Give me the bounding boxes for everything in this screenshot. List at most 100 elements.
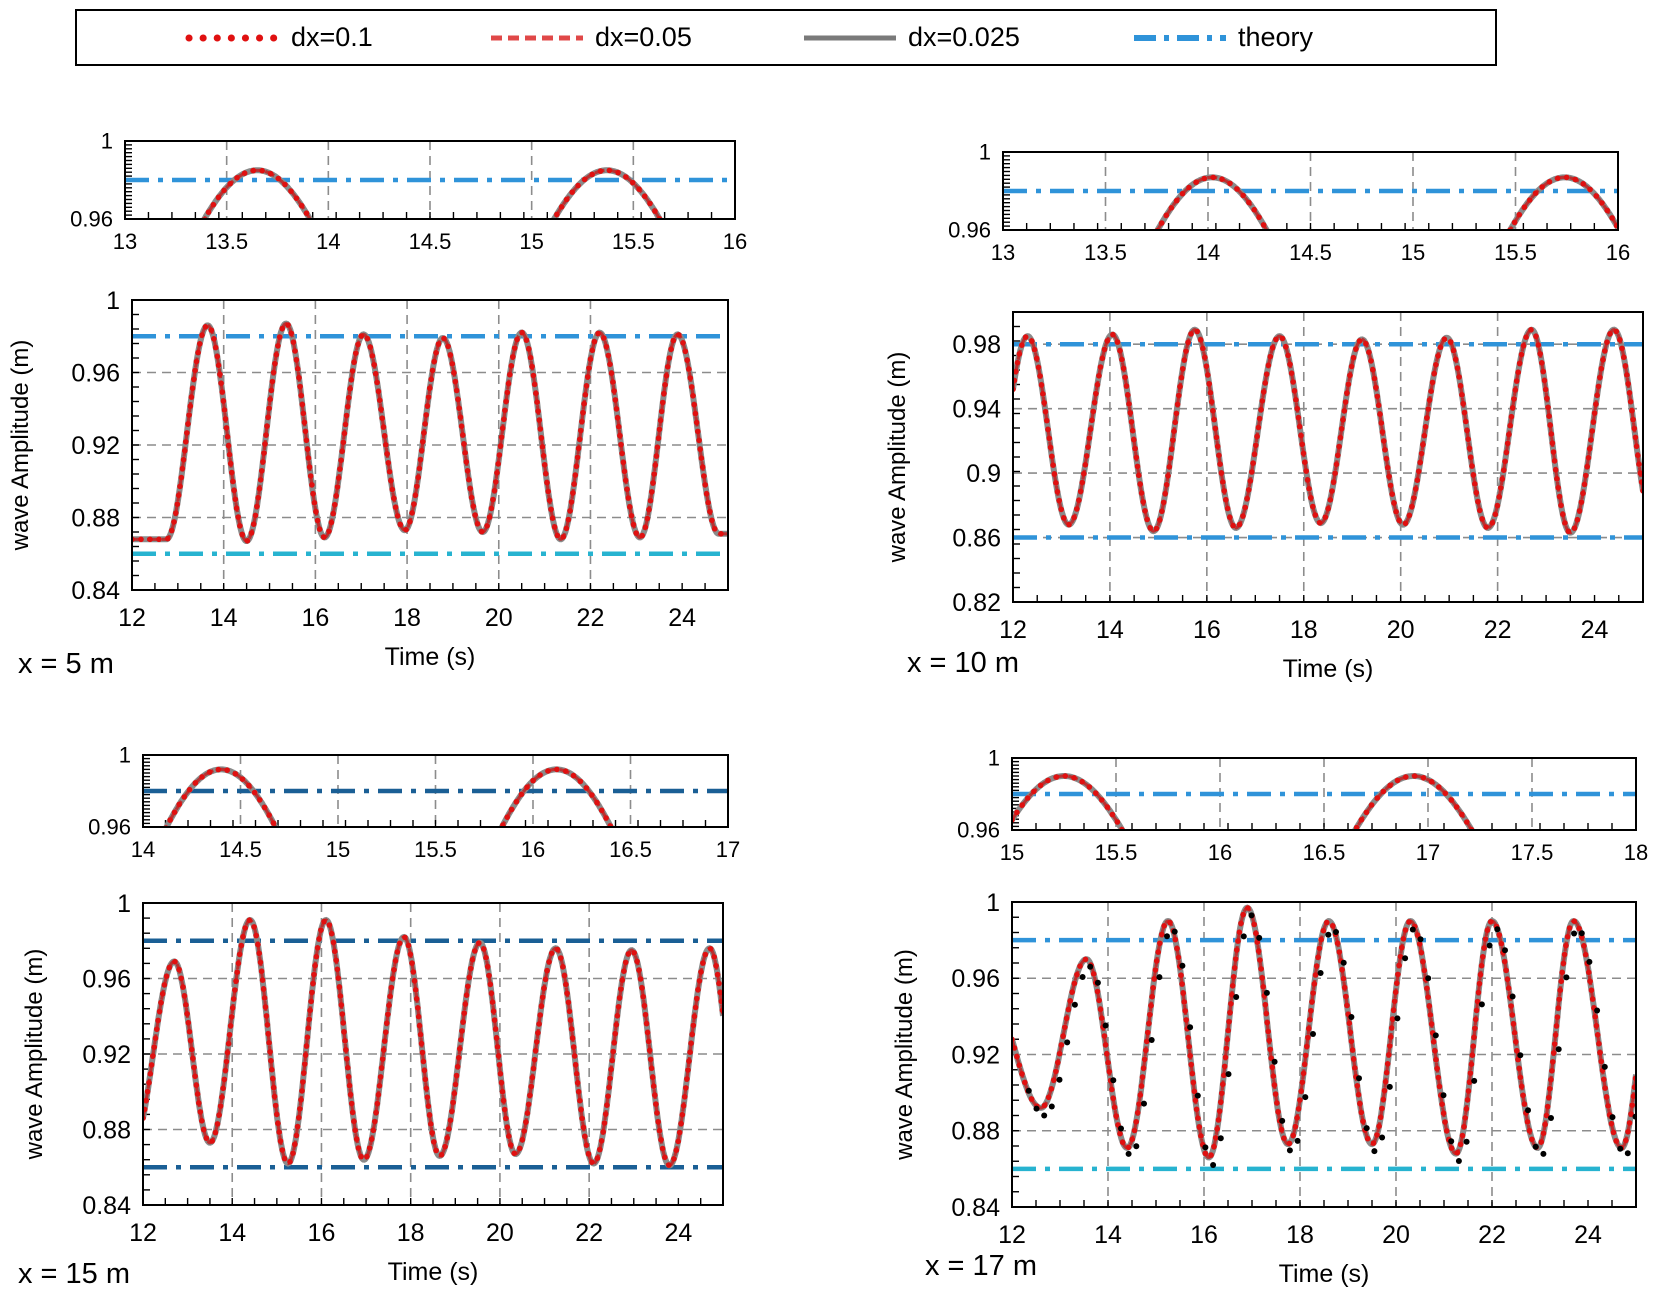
- y-tick-label: 0.96: [82, 965, 131, 993]
- dot: [492, 838, 498, 844]
- dot: [525, 1101, 532, 1108]
- dot: [1390, 1007, 1397, 1013]
- dot: [196, 1100, 202, 1106]
- dot: [1360, 1118, 1366, 1125]
- dot: [287, 853, 293, 859]
- dot: [701, 304, 707, 310]
- dot: [1473, 835, 1479, 841]
- dot: [1576, 508, 1583, 514]
- dot: [185, 421, 191, 427]
- dot: [1149, 882, 1155, 888]
- dot: [1510, 1021, 1517, 1027]
- y-tick-labels: 0.840.880.920.961: [82, 890, 131, 1220]
- dot: [326, 528, 332, 534]
- dot: [698, 969, 704, 975]
- dot: [1296, 423, 1303, 430]
- x-tick-labels: 12 14 16 18 20 22 24: [118, 604, 696, 632]
- dot: [1440, 1110, 1447, 1116]
- dot: [264, 1022, 271, 1028]
- dot: [1143, 1047, 1149, 1054]
- dot: [1576, 925, 1582, 932]
- x-tick-label: 12: [129, 1219, 157, 1247]
- dot: [548, 950, 555, 956]
- dot: [298, 202, 305, 209]
- dot: [1301, 1061, 1308, 1068]
- dot: [417, 1031, 424, 1038]
- dot: [1563, 942, 1569, 949]
- dot: [670, 240, 676, 246]
- dot: [1216, 452, 1222, 459]
- x-tick-label: 16: [1190, 1221, 1218, 1249]
- x-tick-labels: 13 13.5 14 14.5 15 15.5 16: [113, 229, 747, 254]
- dot: [1006, 403, 1012, 409]
- dot: [1144, 1038, 1150, 1045]
- dot: [1426, 1003, 1433, 1009]
- dot: [1217, 461, 1223, 468]
- dot: [612, 831, 618, 837]
- dot: [1370, 1140, 1377, 1146]
- dot: [445, 343, 451, 350]
- black-dot: [1571, 930, 1578, 937]
- dot: [210, 201, 217, 208]
- dot: [346, 1082, 353, 1089]
- dot: [1414, 932, 1421, 938]
- dot: [1246, 487, 1252, 493]
- dot: [227, 1023, 234, 1029]
- dot: [313, 953, 320, 960]
- dot: [1045, 1094, 1052, 1101]
- dot: [1111, 317, 1117, 323]
- black-dot: [1471, 1077, 1478, 1084]
- legend: dx=0.1 dx=0.05 dx=0.025 theory: [75, 9, 1497, 66]
- dot: [575, 182, 581, 189]
- dot: [181, 794, 187, 800]
- dot: [314, 517, 321, 524]
- dot: [577, 1097, 583, 1104]
- dot: [165, 535, 171, 542]
- dot: [1363, 340, 1369, 347]
- dot: [698, 455, 705, 462]
- dot: [1353, 824, 1360, 830]
- dot: [1528, 327, 1534, 333]
- dot: [1433, 1056, 1439, 1063]
- dot: [1437, 344, 1444, 351]
- dot: [577, 778, 584, 785]
- dot: [709, 321, 715, 327]
- dot: [1387, 782, 1393, 789]
- dot: [645, 905, 651, 911]
- dot: [324, 935, 330, 941]
- dot: [310, 980, 316, 987]
- dot: [1269, 345, 1276, 351]
- series-black-dots: [1025, 912, 1636, 1168]
- black-dot: [1594, 1007, 1601, 1014]
- dot: [382, 362, 388, 368]
- dot: [290, 339, 297, 346]
- dot: [140, 874, 146, 880]
- dot: [1138, 260, 1144, 266]
- dot: [257, 797, 263, 803]
- dot: [1472, 1016, 1479, 1023]
- dot: [538, 435, 545, 441]
- dot: [1061, 402, 1067, 408]
- black-dot: [1463, 1138, 1470, 1145]
- dot: [1146, 244, 1152, 250]
- dot: [1472, 300, 1478, 306]
- dot: [1265, 1028, 1271, 1035]
- dot: [1093, 390, 1099, 397]
- dot: [392, 958, 399, 964]
- dot: [504, 814, 511, 820]
- dot: [653, 1101, 659, 1107]
- dot: [1238, 920, 1244, 927]
- legend-swatch-dashdot: [1134, 34, 1226, 41]
- dot: [1137, 858, 1143, 864]
- dot: [1183, 1017, 1189, 1023]
- x-tick-label: 15: [519, 229, 543, 254]
- dot: [1546, 1094, 1552, 1101]
- dot: [266, 405, 272, 412]
- dot: [235, 514, 241, 520]
- dot: [1215, 1117, 1222, 1123]
- dot: [714, 971, 721, 978]
- dot: [1435, 1074, 1442, 1081]
